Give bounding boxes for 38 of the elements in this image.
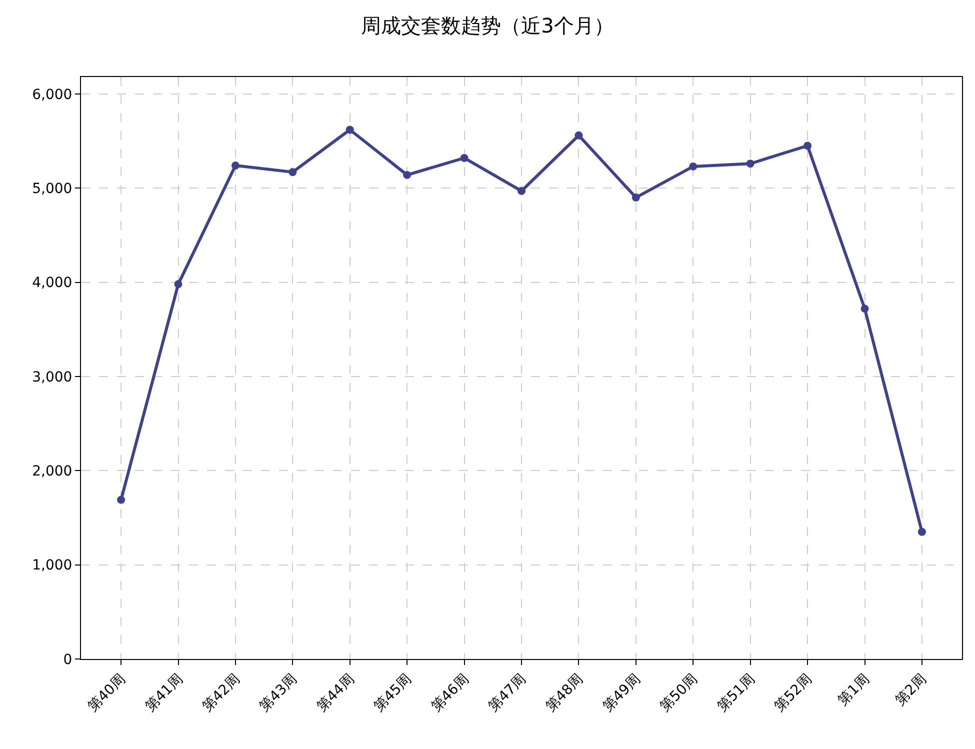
x-tick-label: 第44周 [314,671,358,715]
x-tick-label: 第47周 [486,671,530,715]
point [632,194,640,202]
point [518,186,526,195]
point [574,131,583,140]
x-tick-label: 第46周 [428,671,472,715]
chart-title: 周成交套数趋势（近3个月） [361,14,614,38]
x-tick-label: 第50周 [657,671,701,715]
point [460,154,468,162]
point [174,280,182,288]
x-tick-label: 第42周 [200,671,244,715]
point [918,528,926,536]
y-tick-label: 6,000 [32,86,72,103]
point [117,496,126,504]
point [346,126,354,134]
point [231,162,240,170]
y-tick-label: 5,000 [32,181,72,198]
point [403,170,412,179]
y-tick-label: 0 [63,652,72,668]
point [860,304,869,313]
x-tick-label: 第43周 [256,671,300,715]
x-tick-label: 第1周 [835,671,873,709]
x-tick-label: 第48周 [542,671,586,715]
x-tick-label: 第49周 [600,671,644,715]
x-tick-label: 第45周 [371,671,415,715]
x-tick-label: 第2周 [892,671,930,709]
y-tick-label: 2,000 [32,464,72,480]
point [804,142,812,150]
x-tick-label: 第41周 [142,671,186,715]
y-tick-label: 1,000 [32,558,72,574]
x-tick-label: 第51周 [714,671,758,715]
y-tick-label: 4,000 [32,275,72,292]
point [288,168,297,176]
point [689,162,698,170]
point [746,160,754,168]
x-tick-label: 第52周 [772,671,816,715]
x-tick-label: 第40周 [85,671,129,715]
y-tick-label: 3,000 [32,369,72,386]
